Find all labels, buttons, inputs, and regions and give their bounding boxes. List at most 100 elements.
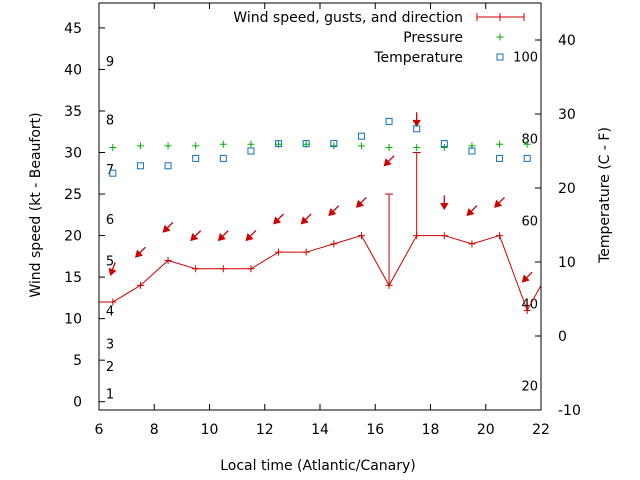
wind-speed-point (496, 232, 504, 240)
temperature-point (219, 154, 227, 162)
legend-temperature-marker (496, 53, 504, 61)
legend-wind-label: Wind speed, gusts, and direction (233, 10, 463, 26)
pressure-point (523, 140, 531, 148)
y-left-tick-label: 15 (64, 270, 82, 286)
wind-direction-arrow (273, 213, 284, 225)
pressure-point (219, 140, 227, 148)
x-tick-label: 18 (422, 422, 440, 438)
x-tick-label: 12 (256, 422, 274, 438)
temperature-point (357, 132, 365, 140)
y-left-tick-label: 30 (64, 146, 82, 162)
wind-direction-arrow (245, 230, 257, 242)
y-right-tick-label: 20 (558, 181, 576, 197)
wind-speed-point (330, 240, 338, 248)
pressure-point (385, 144, 393, 152)
legend-pressure-label: Pressure (403, 30, 463, 46)
temperature-point (440, 140, 448, 148)
arrow-head (273, 216, 282, 225)
x-tick-label: 16 (366, 422, 384, 438)
y-left-tick-label: 35 (64, 104, 82, 120)
beaufort-label: 6 (106, 213, 114, 228)
arrow-head (217, 233, 226, 242)
beaufort-label: 8 (106, 113, 114, 128)
y-axis-title-left: Wind speed (kt - Beaufort) (28, 112, 44, 297)
wind-speed-point (275, 248, 283, 256)
fahrenheit-label: 20 (521, 380, 538, 395)
wind-direction-arrow (328, 205, 340, 217)
x-tick-label: 8 (150, 422, 159, 438)
temperature-point (164, 162, 172, 170)
wind-direction-arrow (355, 196, 367, 208)
pressure-point (247, 140, 255, 148)
wind-direction-arrow (412, 112, 421, 128)
y-left-tick-label: 0 (73, 395, 82, 411)
y-left-tick-label: 5 (73, 353, 82, 369)
beaufort-label: 1 (106, 387, 114, 402)
arrow-head (412, 119, 421, 128)
legend-temperature-label: Temperature (373, 50, 463, 66)
arrow-head (134, 249, 143, 258)
temperature-point (330, 140, 338, 148)
x-tick-label: 22 (532, 422, 550, 438)
fahrenheit-label: 100 (513, 50, 538, 65)
temperature-point (136, 162, 144, 170)
beaufort-label: 3 (106, 338, 114, 353)
arrow-head (190, 233, 199, 242)
x-axis-title: Local time (Atlantic/Canary) (220, 458, 416, 474)
beaufort-label: 4 (106, 304, 114, 319)
wind-direction-arrow (190, 230, 202, 242)
pressure-point (136, 142, 144, 150)
arrow-head (440, 202, 449, 211)
wind-direction-arrow (440, 195, 449, 211)
wind-direction-arrow (108, 261, 117, 277)
pressure-point (192, 142, 200, 150)
y-left-tick-label: 45 (64, 21, 82, 37)
fahrenheit-label: 60 (521, 215, 538, 230)
legend-pressure-marker (496, 33, 504, 41)
temperature-point (275, 140, 283, 148)
arrow-head (328, 208, 337, 217)
y-axis-title-right: Temperature (C - F) (597, 127, 613, 264)
temperature-point (302, 140, 310, 148)
temperature-point (413, 125, 421, 133)
wind-speed-point (468, 240, 476, 248)
y-right-tick-label: 30 (558, 107, 576, 123)
y-left-tick-label: 40 (64, 62, 82, 78)
pressure-point (413, 144, 421, 152)
axes-layer: 6 8 10 12 14 16 18 20 22051015202530354045-10010… (64, 2, 581, 438)
x-tick-label: 10 (201, 422, 219, 438)
arrow-head (108, 267, 117, 277)
temperature-point (496, 154, 504, 162)
wind-speed-point (192, 265, 200, 273)
wind-speed-point (164, 256, 172, 264)
wind-speed-line (99, 234, 542, 312)
wind-direction-arrow (466, 205, 478, 217)
arrow-head (355, 199, 364, 208)
wind-speed-point (302, 248, 310, 256)
plot-frame (98, 2, 542, 411)
pressure-point (496, 140, 504, 148)
wind-speed-point (440, 232, 448, 240)
temperature-point (523, 154, 531, 162)
wind-speed-point (136, 281, 144, 289)
y-left-tick-label: 20 (64, 229, 82, 245)
temperature-point (247, 147, 255, 155)
arrow-head (162, 224, 171, 233)
wind-direction-arrow (383, 155, 395, 167)
x-tick-label: 20 (477, 422, 495, 438)
fahrenheit-label: 80 (521, 132, 538, 147)
legend: Wind speed, gusts, and direction Pressure… (233, 10, 525, 66)
y-right-tick-label: -10 (558, 403, 581, 419)
pressure-point (109, 144, 117, 152)
wind-speed-point (357, 232, 365, 240)
arrow-head (521, 274, 530, 283)
y-right-tick-label: 40 (558, 33, 576, 49)
wind-direction-arrow (217, 230, 229, 242)
wind-speed-point (219, 265, 227, 273)
x-tick-label: 14 (311, 422, 329, 438)
temperature-point (385, 117, 393, 125)
temperature-point (192, 154, 200, 162)
y-left-tick-label: 25 (64, 187, 82, 203)
beaufort-label: 5 (106, 254, 114, 269)
